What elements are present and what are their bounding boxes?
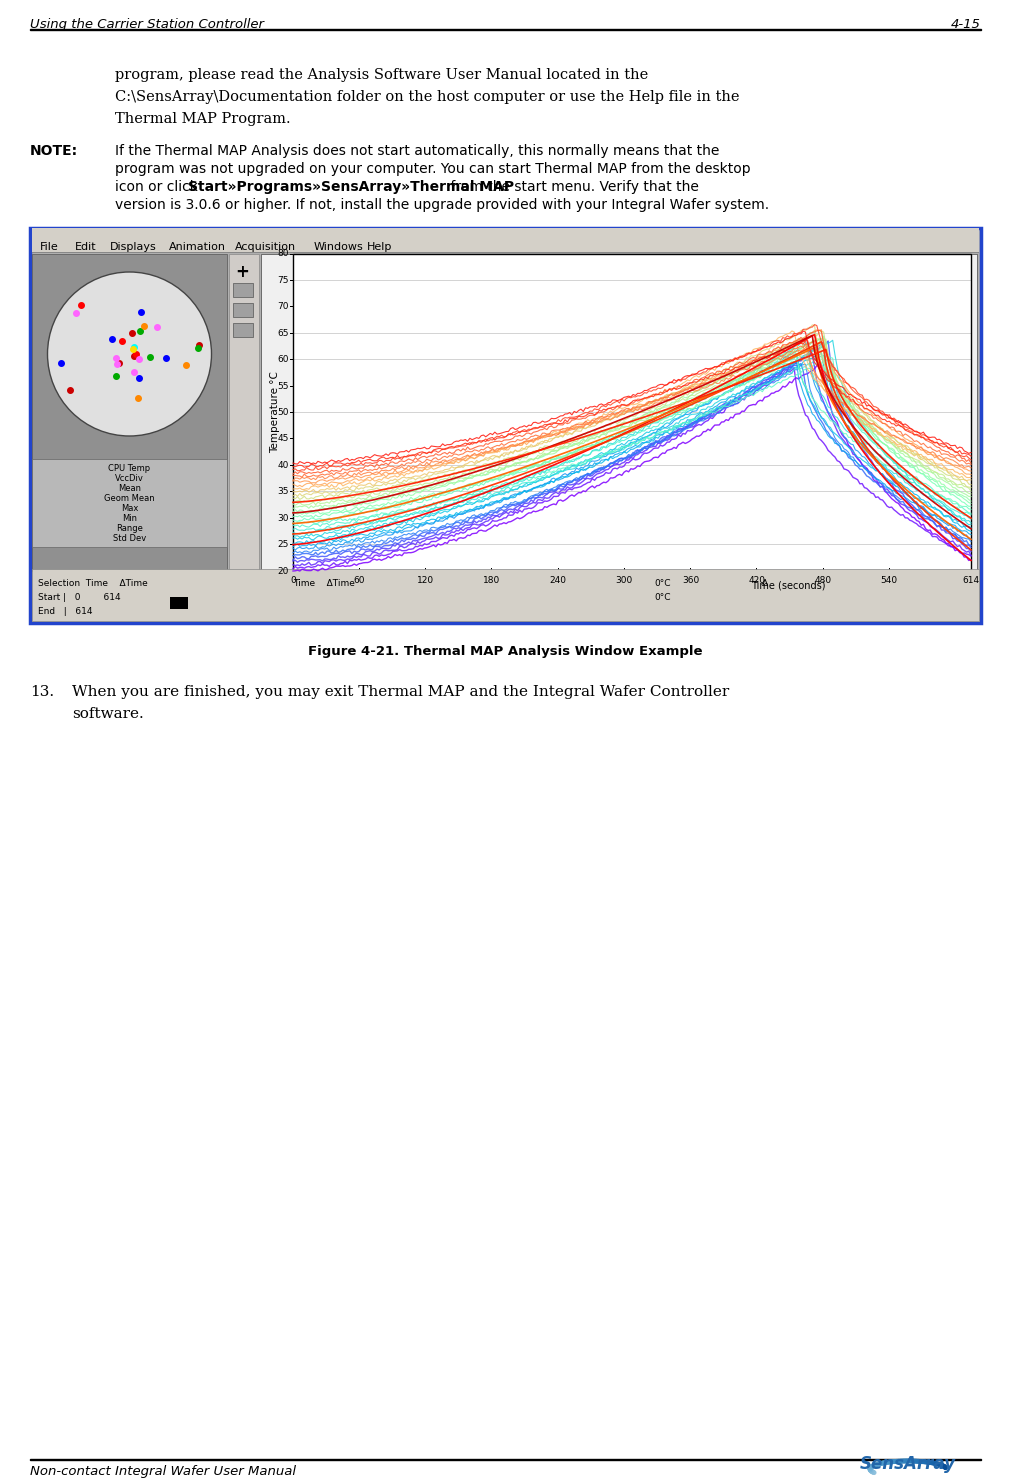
- Text: Using the Carrier Station Controller: Using the Carrier Station Controller: [30, 18, 264, 31]
- Text: Geom Mean: Geom Mean: [104, 494, 155, 503]
- Text: 300: 300: [616, 575, 633, 584]
- Text: SensArray: SensArray: [860, 1455, 956, 1473]
- Text: Mean: Mean: [118, 483, 141, 492]
- Text: 45: 45: [278, 435, 289, 443]
- Text: 240: 240: [550, 575, 566, 584]
- Text: 70: 70: [277, 303, 289, 311]
- Text: from the start menu. Verify that the: from the start menu. Verify that the: [446, 179, 699, 194]
- Text: 25: 25: [278, 540, 289, 549]
- Text: Edit: Edit: [75, 242, 96, 252]
- Text: program, please read the Analysis Software User Manual located in the: program, please read the Analysis Softwa…: [115, 68, 648, 82]
- Bar: [32, 569, 979, 621]
- Text: When you are finished, you may exit Thermal MAP and the Integral Wafer Controlle: When you are finished, you may exit Ther…: [72, 685, 729, 698]
- Text: 40: 40: [278, 461, 289, 470]
- Text: C:\SensArray\Documentation folder on the host computer or use the Help file in t: C:\SensArray\Documentation folder on the…: [115, 90, 739, 104]
- Text: Figure 4-21. Thermal MAP Analysis Window Example: Figure 4-21. Thermal MAP Analysis Window…: [307, 645, 703, 658]
- Bar: [32, 460, 227, 547]
- Text: 50: 50: [277, 408, 289, 417]
- Text: 20: 20: [278, 567, 289, 575]
- Text: icon or click: icon or click: [115, 179, 202, 194]
- Text: Min: Min: [122, 515, 137, 523]
- Text: 80: 80: [277, 249, 289, 258]
- Text: 30: 30: [277, 513, 289, 522]
- Text: software.: software.: [72, 707, 144, 721]
- Text: 420: 420: [748, 575, 765, 584]
- Text: 0°C: 0°C: [655, 593, 671, 602]
- Text: Start»Programs»SensArray»Thermal MAP: Start»Programs»SensArray»Thermal MAP: [188, 179, 515, 194]
- Text: 55: 55: [277, 381, 289, 390]
- Text: +: +: [235, 262, 249, 280]
- Text: Help: Help: [367, 242, 392, 252]
- Text: 480: 480: [815, 575, 832, 584]
- Bar: [233, 283, 253, 297]
- Text: Max: Max: [120, 504, 139, 513]
- Bar: [30, 228, 981, 623]
- Text: Time    ΔTime: Time ΔTime: [293, 578, 355, 587]
- Text: Temperature °C: Temperature °C: [270, 372, 280, 454]
- Text: VccDiv: VccDiv: [115, 475, 144, 483]
- Text: If the Thermal MAP Analysis does not start automatically, this normally means th: If the Thermal MAP Analysis does not sta…: [115, 144, 720, 159]
- Text: Time (seconds): Time (seconds): [751, 580, 825, 590]
- Text: Thermal MAP Program.: Thermal MAP Program.: [115, 113, 290, 126]
- Bar: [293, 254, 971, 571]
- Text: Δ: Δ: [762, 578, 768, 587]
- Text: Acquisition: Acquisition: [235, 242, 296, 252]
- Bar: [233, 323, 253, 337]
- Text: NOTE:: NOTE:: [30, 144, 78, 159]
- Text: 180: 180: [483, 575, 500, 584]
- Text: 60: 60: [354, 575, 365, 584]
- Text: Range: Range: [116, 523, 143, 532]
- Text: 13.: 13.: [30, 685, 55, 698]
- Text: Windows: Windows: [313, 242, 363, 252]
- Text: 60: 60: [277, 354, 289, 365]
- Text: 35: 35: [277, 488, 289, 497]
- Text: 4-15: 4-15: [951, 18, 981, 31]
- Bar: [261, 254, 977, 571]
- Text: Displays: Displays: [109, 242, 157, 252]
- Bar: [32, 254, 227, 571]
- Text: 540: 540: [881, 575, 898, 584]
- Text: File: File: [40, 242, 59, 252]
- Circle shape: [48, 271, 211, 436]
- Text: 75: 75: [277, 276, 289, 285]
- Bar: [293, 254, 971, 571]
- Bar: [229, 254, 259, 571]
- Bar: [170, 598, 188, 610]
- Text: Selection  Time    ΔTime: Selection Time ΔTime: [38, 578, 148, 587]
- Text: 120: 120: [417, 575, 434, 584]
- Text: 360: 360: [681, 575, 700, 584]
- Text: CPU Temp: CPU Temp: [108, 464, 151, 473]
- Text: Std Dev: Std Dev: [113, 534, 147, 543]
- Text: End   |   614: End | 614: [38, 607, 92, 615]
- Text: 0°C: 0°C: [655, 578, 671, 587]
- Text: Animation: Animation: [169, 242, 226, 252]
- Bar: [233, 303, 253, 317]
- Text: 65: 65: [277, 329, 289, 338]
- Text: Non-contact Integral Wafer User Manual: Non-contact Integral Wafer User Manual: [30, 1465, 296, 1479]
- Text: 0: 0: [290, 575, 296, 584]
- Text: Start |   0        614: Start | 0 614: [38, 593, 120, 602]
- Text: program was not upgraded on your computer. You can start Thermal MAP from the de: program was not upgraded on your compute…: [115, 162, 750, 176]
- Bar: [32, 228, 979, 252]
- Text: version is 3.0.6 or higher. If not, install the upgrade provided with your Integ: version is 3.0.6 or higher. If not, inst…: [115, 199, 769, 212]
- Text: 614: 614: [962, 575, 980, 584]
- Bar: [666, 577, 903, 593]
